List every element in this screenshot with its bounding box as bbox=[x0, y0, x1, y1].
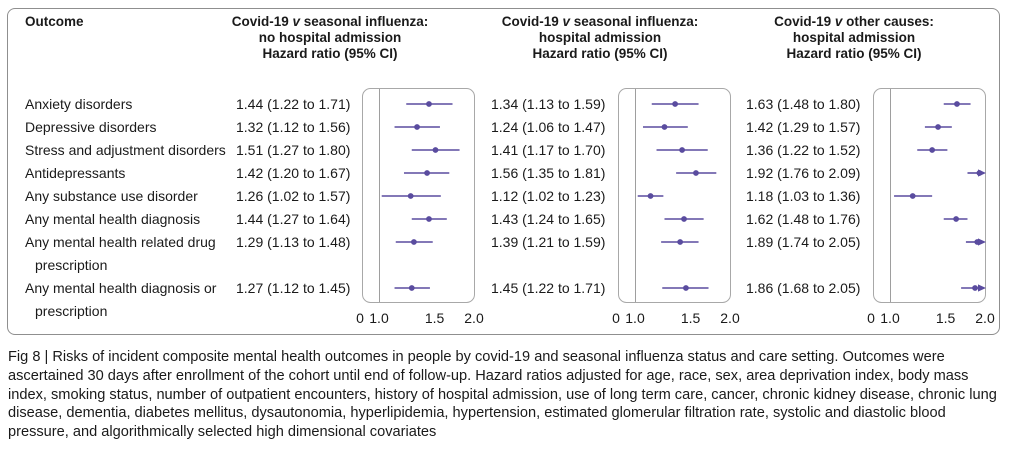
hazard-ratio-text: 1.26 (1.02 to 1.57) bbox=[236, 188, 351, 204]
x-tick-label: 2.0 bbox=[720, 310, 740, 326]
outcome-label: Any mental health diagnosis bbox=[25, 211, 201, 227]
panel-2-value-header: Hazard ratio (95% CI) bbox=[532, 46, 668, 61]
outcome-label-continuation: prescription bbox=[35, 257, 108, 273]
hazard-ratio-point bbox=[683, 285, 689, 291]
hazard-ratio-text: 1.12 (1.02 to 1.23) bbox=[491, 188, 606, 204]
hazard-ratio-text: 1.63 (1.48 to 1.80) bbox=[746, 96, 861, 112]
hazard-ratio-text: 1.34 (1.13 to 1.59) bbox=[491, 96, 606, 112]
x-tick-label: 2.0 bbox=[464, 310, 484, 326]
panel-3-subtitle: hospital admission bbox=[792, 30, 916, 45]
hazard-ratio-text: 1.86 (1.68 to 2.05) bbox=[746, 280, 861, 296]
outcome-label: Anxiety disorders bbox=[25, 96, 133, 112]
hazard-ratio-text: 1.51 (1.27 to 1.80) bbox=[236, 142, 351, 158]
x-tick-label: 1.0 bbox=[369, 310, 389, 326]
hazard-ratio-text: 1.29 (1.13 to 1.48) bbox=[236, 234, 351, 250]
hazard-ratio-point bbox=[935, 124, 941, 130]
hazard-ratio-point bbox=[426, 101, 432, 107]
hazard-ratio-text: 1.45 (1.22 to 1.71) bbox=[491, 280, 606, 296]
hazard-ratio-point bbox=[408, 285, 415, 291]
panel-1-title: Covid-19 v seasonal influenza: bbox=[231, 14, 429, 29]
panel-1-header: Covid-19 v seasonal influenza: no hospit… bbox=[180, 14, 480, 62]
hazard-ratio-point bbox=[426, 216, 432, 222]
outcome-column-header: Outcome bbox=[25, 14, 84, 29]
outcome-label: Any mental health diagnosis or bbox=[25, 280, 217, 296]
hazard-ratio-point bbox=[929, 147, 936, 153]
hazard-ratio-text: 1.27 (1.12 to 1.45) bbox=[236, 280, 351, 296]
outcome-label: Any substance use disorder bbox=[25, 188, 198, 204]
panel-3-plot-box bbox=[873, 88, 986, 303]
ci-overflow-arrow bbox=[978, 238, 986, 246]
x-tick-label: 0 bbox=[356, 310, 364, 326]
figure-caption: Fig 8 | Risks of incident composite ment… bbox=[8, 349, 997, 441]
hazard-ratio-text: 1.32 (1.12 to 1.56) bbox=[236, 119, 351, 135]
x-tick-label: 1.0 bbox=[880, 310, 900, 326]
hazard-ratio-point bbox=[972, 285, 978, 291]
hazard-ratio-text: 1.18 (1.03 to 1.36) bbox=[746, 188, 861, 204]
hazard-ratio-text: 1.42 (1.29 to 1.57) bbox=[746, 119, 861, 135]
hazard-ratio-point bbox=[909, 193, 916, 199]
hazard-ratio-text: 1.62 (1.48 to 1.76) bbox=[746, 211, 861, 227]
x-tick-label: 1.5 bbox=[424, 310, 445, 326]
panel-1-subtitle: no hospital admission bbox=[258, 30, 402, 45]
panel-2-header: Covid-19 v seasonal influenza: hospital … bbox=[450, 14, 750, 62]
ci-overflow-arrow bbox=[978, 284, 986, 292]
panel-1-value-header: Hazard ratio (95% CI) bbox=[262, 46, 398, 61]
hazard-ratio-text: 1.42 (1.20 to 1.67) bbox=[236, 165, 351, 181]
x-tick-label: 1.0 bbox=[625, 310, 645, 326]
outcome-label: Stress and adjustment disorders bbox=[25, 142, 226, 158]
hazard-ratio-text: 1.56 (1.35 to 1.81) bbox=[491, 165, 606, 181]
hazard-ratio-point bbox=[677, 239, 684, 245]
panel-2-plot-box bbox=[618, 88, 731, 303]
hazard-ratio-text: 1.41 (1.17 to 1.70) bbox=[491, 142, 606, 158]
hazard-ratio-point bbox=[693, 170, 699, 176]
x-tick-label: 0 bbox=[612, 310, 620, 326]
x-tick-label: 0 bbox=[867, 310, 875, 326]
hazard-ratio-text: 1.44 (1.27 to 1.64) bbox=[236, 211, 351, 227]
panel-2-title: Covid-19 v seasonal influenza: bbox=[501, 14, 699, 29]
hazard-ratio-point bbox=[432, 147, 439, 153]
hazard-ratio-point bbox=[647, 193, 654, 199]
x-tick-label: 2.0 bbox=[975, 310, 995, 326]
panel-1-plot-box bbox=[362, 88, 475, 303]
hazard-ratio-text: 1.44 (1.22 to 1.71) bbox=[236, 96, 351, 112]
hazard-ratio-text: 1.89 (1.74 to 2.05) bbox=[746, 234, 861, 250]
hazard-ratio-text: 1.24 (1.06 to 1.47) bbox=[491, 119, 606, 135]
hazard-ratio-point bbox=[411, 239, 417, 245]
panel-2-subtitle: hospital admission bbox=[538, 30, 662, 45]
hazard-ratio-point bbox=[976, 170, 983, 176]
hazard-ratio-text: 1.92 (1.76 to 2.09) bbox=[746, 165, 861, 181]
hazard-ratio-point bbox=[424, 170, 430, 176]
hazard-ratio-point bbox=[407, 193, 414, 199]
hazard-ratio-point bbox=[672, 101, 679, 107]
hazard-ratio-point bbox=[954, 101, 960, 107]
outcome-label: Any mental health related drug bbox=[25, 234, 216, 250]
panel-3-value-header: Hazard ratio (95% CI) bbox=[786, 46, 922, 61]
hazard-ratio-point bbox=[414, 124, 420, 130]
x-tick-label: 1.5 bbox=[680, 310, 701, 326]
hazard-ratio-point bbox=[953, 216, 960, 222]
hazard-ratio-text: 1.36 (1.22 to 1.52) bbox=[746, 142, 861, 158]
outcome-label-continuation: prescription bbox=[35, 303, 108, 319]
x-tick-label: 1.5 bbox=[935, 310, 956, 326]
hazard-ratio-point bbox=[661, 124, 668, 130]
panel-3-header: Covid-19 v other causes: hospital admiss… bbox=[704, 14, 1004, 62]
outcome-label: Depressive disorders bbox=[25, 119, 157, 135]
panel-3-title: Covid-19 v other causes: bbox=[774, 14, 934, 29]
figure-frame bbox=[7, 8, 1000, 335]
outcome-label: Antidepressants bbox=[25, 165, 126, 181]
hazard-ratio-text: 1.43 (1.24 to 1.65) bbox=[491, 211, 606, 227]
hazard-ratio-point bbox=[679, 147, 685, 153]
hazard-ratio-point bbox=[681, 216, 687, 222]
hazard-ratio-point bbox=[974, 239, 981, 245]
hazard-ratio-text: 1.39 (1.21 to 1.59) bbox=[491, 234, 606, 250]
